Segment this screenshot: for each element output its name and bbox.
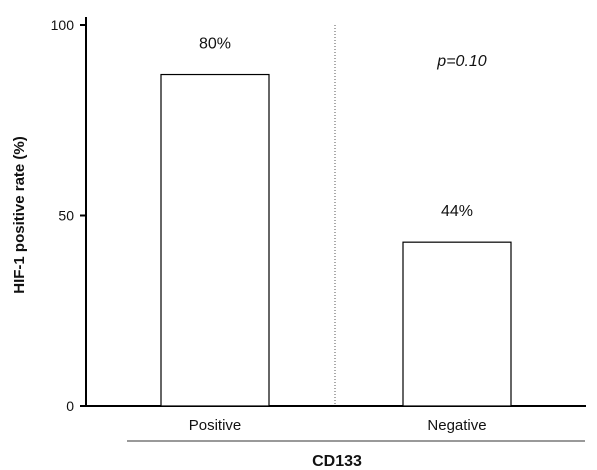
- x-tick-label: Positive: [189, 417, 242, 434]
- bars: [160, 73, 512, 407]
- bar-positive: [160, 73, 270, 407]
- data-label: 44%: [441, 203, 473, 220]
- x-tick-label: Negative: [427, 417, 486, 434]
- divider-group: [127, 25, 585, 442]
- y-tick-label: 0: [66, 398, 74, 414]
- labels: Positive 80% Negative 44%: [189, 36, 487, 434]
- bar-negative: [402, 241, 512, 407]
- y-axis-label: HIF-1 positive rate (%): [11, 136, 28, 294]
- y-tick-label: 50: [58, 208, 74, 224]
- data-label: 80%: [199, 36, 231, 53]
- y-tick-label: 100: [51, 17, 75, 33]
- x-group-label: CD133: [312, 453, 362, 470]
- p-value-annotation: p=0.10: [436, 53, 486, 70]
